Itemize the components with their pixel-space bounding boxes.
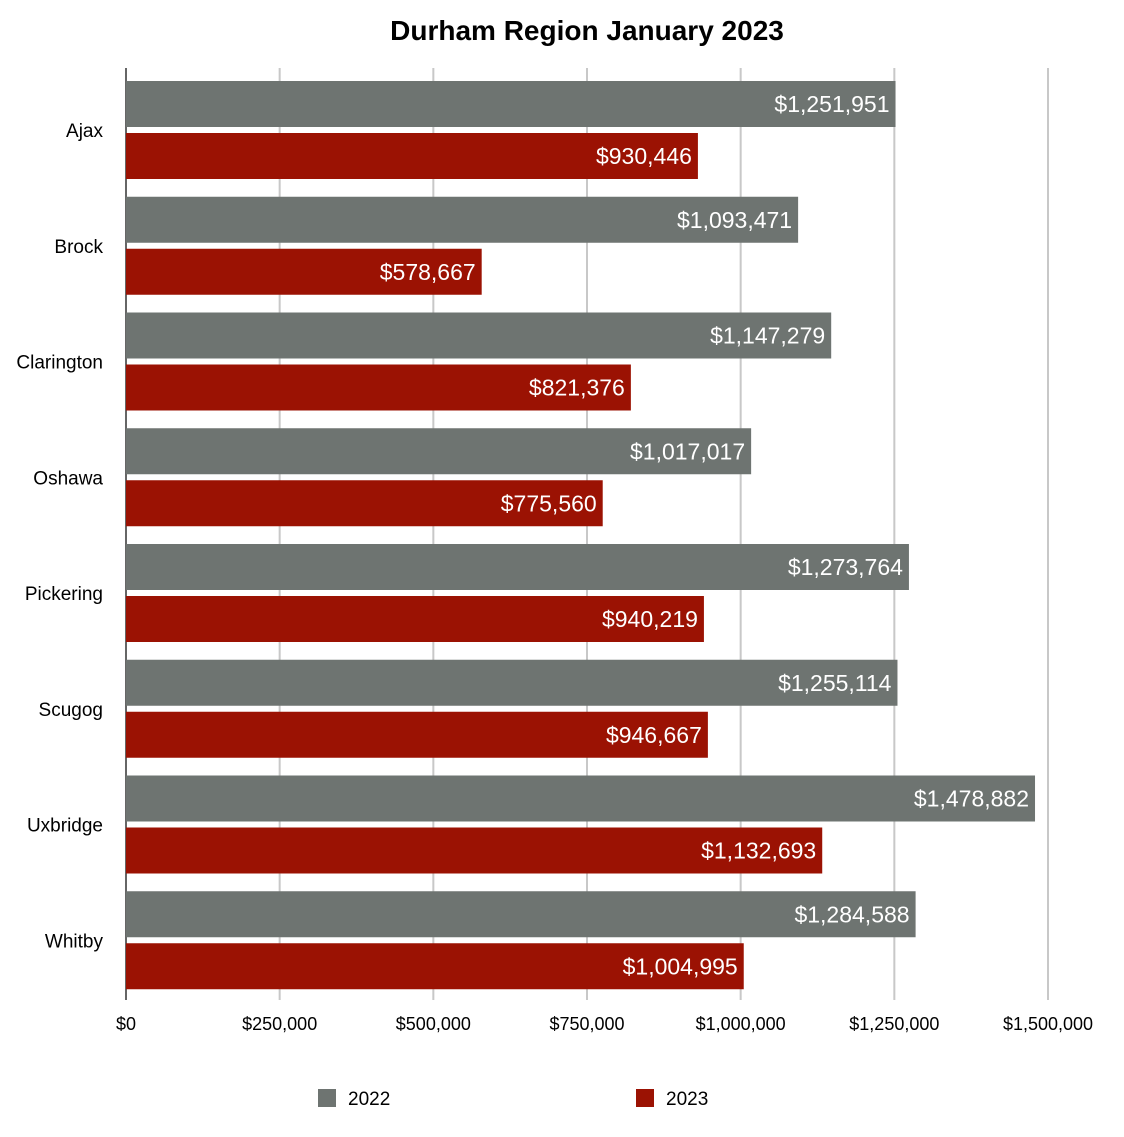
category-label: Uxbridge <box>27 816 103 837</box>
data-label: $1,251,951 <box>774 91 889 117</box>
data-label: $1,093,471 <box>677 207 792 233</box>
category-label: Scugog <box>39 700 103 721</box>
data-label: $1,273,764 <box>788 554 903 580</box>
category-labels: Ajax Brock Clarington Oshawa Pickering Scugog… <box>16 121 103 952</box>
bar-2023-scugog <box>126 711 708 758</box>
bar-2023-clarington <box>126 364 631 411</box>
x-tick-label: $1,250,000 <box>849 1014 939 1034</box>
data-label: $1,478,882 <box>914 786 1029 812</box>
legend-label-2023: 2023 <box>666 1089 708 1110</box>
bar-2022-pickering <box>126 544 909 590</box>
bar-2022-whitby <box>126 891 916 938</box>
x-tick-label: $500,000 <box>396 1014 471 1034</box>
category-label: Brock <box>54 237 103 258</box>
data-label: $930,446 <box>596 143 692 169</box>
bar-2022-ajax <box>126 81 896 127</box>
data-label: $946,667 <box>606 722 702 748</box>
data-label: $775,560 <box>501 490 597 516</box>
legend-label-2022: 2022 <box>348 1089 390 1110</box>
x-tick-label: $0 <box>116 1014 136 1034</box>
bar-2023-ajax <box>126 133 698 179</box>
category-label: Whitby <box>45 931 104 952</box>
bar-2023-brock <box>126 248 482 295</box>
bar-2022-clarington <box>126 312 832 359</box>
category-label: Ajax <box>66 121 103 142</box>
bar-2023-oshawa <box>126 480 603 527</box>
bar-2022-uxbridge <box>126 775 1036 822</box>
data-label: $1,132,693 <box>701 838 816 864</box>
chart-title: Durham Region January 2023 <box>390 15 784 46</box>
data-label: $1,147,279 <box>710 323 825 349</box>
x-tick-label: $250,000 <box>242 1014 317 1034</box>
bar-2023-whitby <box>126 943 744 990</box>
data-label: $1,017,017 <box>630 438 745 464</box>
bar-2022-oshawa <box>126 428 752 475</box>
category-label: Oshawa <box>33 468 103 489</box>
x-axis-tick-labels: $0 $250,000 $500,000 $750,000 $1,000,000 $1,2… <box>116 1014 1093 1034</box>
bar-2023-uxbridge <box>126 827 823 874</box>
data-label: $1,284,588 <box>794 901 909 927</box>
category-label: Pickering <box>25 584 103 605</box>
x-tick-label: $750,000 <box>549 1014 624 1034</box>
data-label: $1,004,995 <box>623 953 738 979</box>
data-labels: $1,251,951 $930,446 $1,093,471 $578,667 $1,1… <box>380 91 1029 979</box>
bar-2023-pickering <box>126 596 704 642</box>
legend-swatch-2022 <box>318 1089 336 1107</box>
legend: 2022 2023 <box>318 1089 708 1110</box>
legend-swatch-2023 <box>636 1089 654 1107</box>
bar-2022-scugog <box>126 659 898 706</box>
x-tick-label: $1,000,000 <box>696 1014 786 1034</box>
x-tick-label: $1,500,000 <box>1003 1014 1093 1034</box>
data-label: $821,376 <box>529 375 625 401</box>
bars <box>126 81 1036 990</box>
data-label: $578,667 <box>380 259 476 285</box>
bar-2022-brock <box>126 196 799 243</box>
data-label: $1,255,114 <box>778 670 892 696</box>
data-label: $940,219 <box>602 606 698 632</box>
category-label: Clarington <box>16 353 103 374</box>
